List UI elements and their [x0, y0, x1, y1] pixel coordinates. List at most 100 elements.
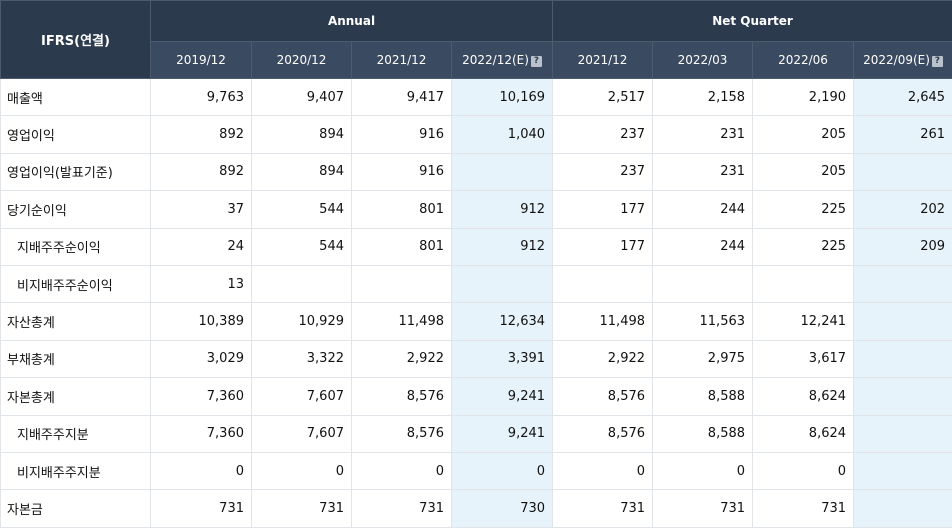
annual-group-header: Annual [151, 1, 553, 42]
table-cell [352, 265, 452, 302]
question-icon[interactable]: ? [932, 56, 943, 67]
table-cell: 3,322 [252, 340, 352, 377]
table-cell: 0 [553, 452, 653, 489]
table-cell: 237 [553, 153, 653, 190]
table-cell: 544 [252, 228, 352, 265]
table-cell: 8,576 [352, 378, 452, 415]
table-cell: 2,922 [553, 340, 653, 377]
row-label: 영업이익 [1, 116, 151, 153]
table-cell: 0 [753, 452, 854, 489]
table-cell: 10,389 [151, 303, 252, 340]
period-label: 2022/09(E) [863, 53, 930, 67]
table-cell: 2,517 [553, 79, 653, 116]
period-header-estimate: 2022/09(E)? [854, 42, 952, 79]
row-label: 지배주주지분 [1, 415, 151, 452]
table-cell: 205 [753, 116, 854, 153]
period-header: 2020/12 [252, 42, 352, 79]
table-cell: 205 [753, 153, 854, 190]
table-cell [252, 265, 352, 302]
period-label: 2019/12 [176, 53, 226, 67]
table-cell: 892 [151, 153, 252, 190]
table-cell: 11,563 [653, 303, 753, 340]
period-label: 2022/06 [778, 53, 828, 67]
table-cell: 12,634 [452, 303, 553, 340]
table-cell: 244 [653, 228, 753, 265]
table-cell [854, 490, 952, 527]
question-icon[interactable]: ? [531, 56, 542, 67]
table-cell: 892 [151, 116, 252, 153]
table-cell: 231 [653, 153, 753, 190]
period-header-estimate: 2022/12(E)? [452, 42, 553, 79]
table-cell: 0 [252, 452, 352, 489]
table-cell: 10,169 [452, 79, 553, 116]
table-cell: 9,763 [151, 79, 252, 116]
table-cell [452, 265, 553, 302]
table-cell: 731 [352, 490, 452, 527]
table-cell: 10,929 [252, 303, 352, 340]
table-cell: 8,576 [553, 415, 653, 452]
table-cell: 7,360 [151, 378, 252, 415]
table-cell: 9,417 [352, 79, 452, 116]
table-cell: 9,241 [452, 378, 553, 415]
period-label: 2020/12 [277, 53, 327, 67]
table-cell: 9,407 [252, 79, 352, 116]
table-cell: 894 [252, 116, 352, 153]
table-cell: 731 [653, 490, 753, 527]
table-cell: 0 [352, 452, 452, 489]
table-cell: 2,190 [753, 79, 854, 116]
table-cell [854, 415, 952, 452]
table-cell: 261 [854, 116, 952, 153]
table-cell: 7,607 [252, 415, 352, 452]
table-cell: 231 [653, 116, 753, 153]
period-header: 2022/06 [753, 42, 854, 79]
table-cell: 225 [753, 228, 854, 265]
table-cell: 8,624 [753, 378, 854, 415]
table-cell: 912 [452, 228, 553, 265]
table-cell [854, 452, 952, 489]
row-label: 부채총계 [1, 340, 151, 377]
table-cell: 177 [553, 228, 653, 265]
period-label: 2022/12(E) [462, 53, 529, 67]
table-cell: 0 [151, 452, 252, 489]
table-cell: 8,624 [753, 415, 854, 452]
table-cell: 2,645 [854, 79, 952, 116]
row-label: 자본총계 [1, 378, 151, 415]
table-cell: 2,975 [653, 340, 753, 377]
table-cell: 202 [854, 191, 952, 228]
table-cell [854, 153, 952, 190]
table-cell: 209 [854, 228, 952, 265]
row-label: 자본금 [1, 490, 151, 527]
period-label: 2022/03 [678, 53, 728, 67]
table-cell: 7,607 [252, 378, 352, 415]
table-cell [854, 265, 952, 302]
table-cell: 730 [452, 490, 553, 527]
table-cell: 912 [452, 191, 553, 228]
table-cell: 544 [252, 191, 352, 228]
net-quarter-group-header: Net Quarter [553, 1, 952, 42]
table-cell: 11,498 [352, 303, 452, 340]
table-cell: 9,241 [452, 415, 553, 452]
table-cell: 7,360 [151, 415, 252, 452]
table-cell [854, 378, 952, 415]
table-cell: 801 [352, 228, 452, 265]
table-cell: 237 [553, 116, 653, 153]
row-label: 영업이익(발표기준) [1, 153, 151, 190]
period-label: 2021/12 [578, 53, 628, 67]
table-cell [452, 153, 553, 190]
table-cell: 0 [452, 452, 553, 489]
table-cell [854, 340, 952, 377]
table-cell: 244 [653, 191, 753, 228]
